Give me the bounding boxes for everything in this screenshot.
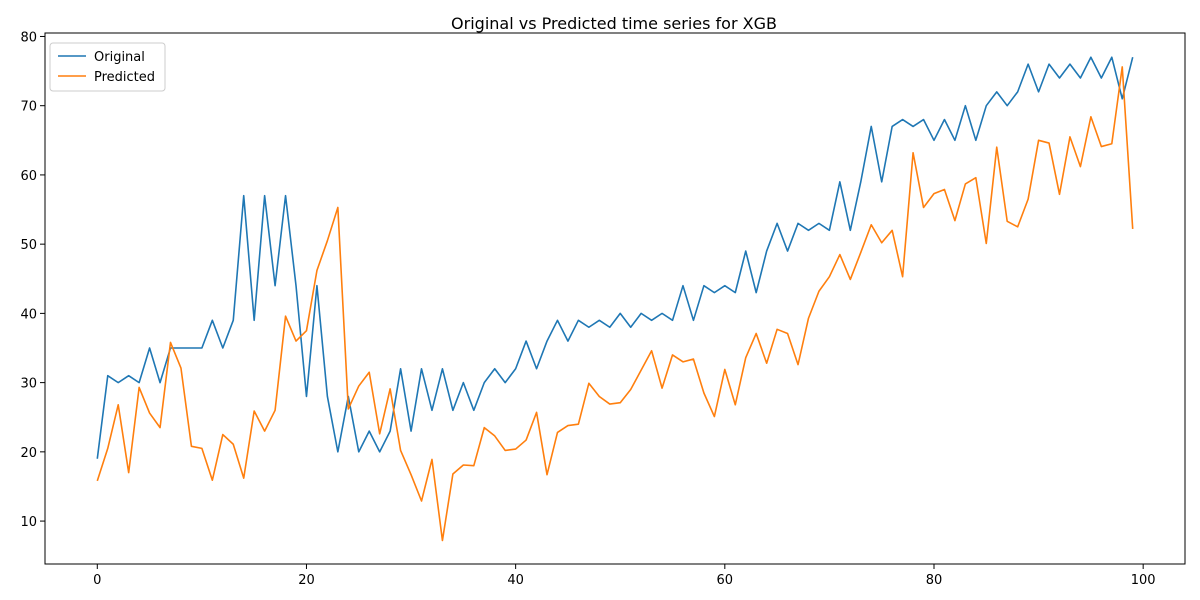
series-layer [96,56,1134,542]
legend-label-predicted: Predicted [94,70,155,85]
plot-area [44,32,1186,565]
legend: Original Predicted [49,42,166,92]
x-tick-label: 80 [926,573,943,588]
x-tick-label: 60 [717,573,734,588]
y-tick-label: 20 [20,446,37,461]
plot-frame [44,32,1186,565]
y-tick-label: 30 [20,377,37,392]
x-tick-label: 100 [1131,573,1156,588]
y-axis: 10 20 30 40 50 60 70 80 [20,30,45,530]
series-line-original [96,56,1134,459]
legend-label-original: Original [94,50,145,65]
y-tick-label: 80 [20,30,37,45]
x-tick-label: 40 [507,573,524,588]
series-line-predicted [96,66,1134,542]
y-tick-label: 50 [20,238,37,253]
y-tick-label: 60 [20,169,37,184]
y-tick-label: 40 [20,307,37,322]
x-tick-label: 0 [93,573,101,588]
x-axis: 0 20 40 60 80 100 [93,564,1156,588]
x-tick-label: 20 [298,573,315,588]
chart-title: Original vs Predicted time series for XG… [451,14,777,33]
y-tick-label: 70 [20,100,37,115]
y-tick-label: 10 [20,515,37,530]
legend-box [49,42,166,92]
